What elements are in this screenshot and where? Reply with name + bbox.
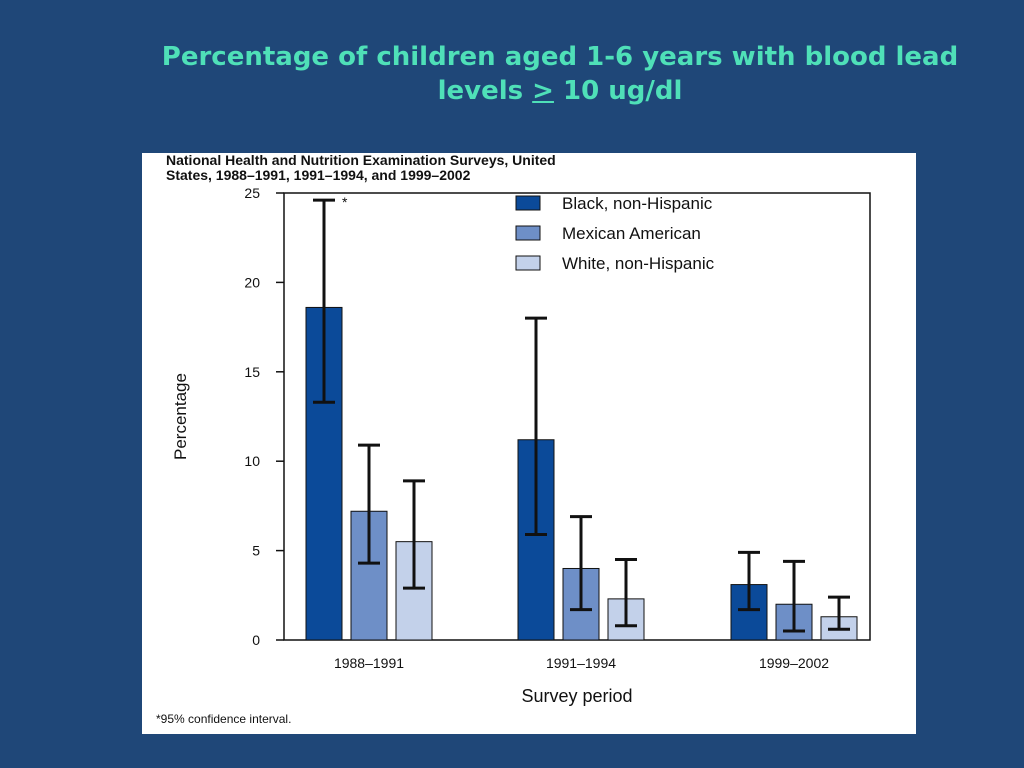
slide-title-line-1: Percentage of children aged 1-6 years wi… [161, 42, 959, 72]
legend-swatch [515, 195, 541, 211]
x-tick-label: 1988–1991 [334, 655, 404, 671]
y-tick-label: 20 [244, 274, 260, 290]
y-tick-label: 15 [244, 364, 260, 380]
x-tick-label: 1991–1994 [546, 655, 616, 671]
ci-footnote-marker: * [342, 194, 348, 210]
legend-swatch [515, 225, 541, 241]
legend-label: White, non-Hispanic [562, 254, 715, 273]
x-axis-label: Survey period [521, 686, 632, 706]
legend-label: Black, non-Hispanic [562, 194, 713, 213]
y-axis-label: Percentage [171, 373, 190, 460]
y-tick-label: 10 [244, 453, 260, 469]
figure-header-line-1: National Health and Nutrition Examinatio… [166, 153, 556, 168]
greater-equal-symbol: > [532, 76, 554, 106]
title-text-post: 10 ug/dl [553, 76, 683, 106]
figure-header-line-2: States, 1988–1991, 1991–1994, and 1999–2… [166, 167, 471, 183]
y-tick-label: 0 [252, 632, 260, 648]
figure-panel: National Health and Nutrition Examinatio… [142, 153, 916, 734]
footnote: *95% confidence interval. [156, 712, 291, 726]
title-text-pre: levels [437, 76, 533, 106]
y-tick-label: 25 [244, 185, 260, 201]
x-tick-label: 1999–2002 [759, 655, 829, 671]
legend-swatch [515, 255, 541, 271]
bar-chart: National Health and Nutrition Examinatio… [156, 153, 871, 726]
legend-label: Mexican American [562, 224, 701, 243]
slide-title-line-2: levels > 10 ug/dl [120, 74, 1000, 108]
slide-title: Percentage of children aged 1-6 years wi… [120, 40, 1000, 108]
y-tick-label: 5 [252, 543, 260, 559]
